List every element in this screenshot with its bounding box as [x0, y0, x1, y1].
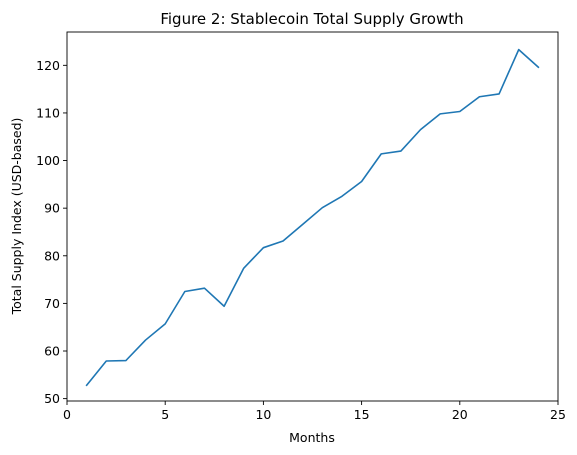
y-tick-label: 100 — [36, 153, 60, 168]
x-tick-label: 15 — [354, 407, 370, 422]
y-tick-label: 120 — [36, 58, 60, 73]
y-tick-label: 90 — [44, 201, 60, 216]
y-tick-label: 70 — [44, 296, 60, 311]
chart-title: Figure 2: Stablecoin Total Supply Growth — [160, 10, 463, 28]
x-tick-label: 25 — [550, 407, 566, 422]
y-tick-label: 60 — [44, 344, 60, 359]
y-tick-label: 50 — [44, 391, 60, 406]
series-line — [85, 48, 540, 387]
x-tick-label: 0 — [63, 407, 71, 422]
y-axis-title: Total Supply Index (USD-based) — [9, 118, 24, 316]
plot-frame — [66, 31, 559, 402]
y-tick-label: 110 — [36, 105, 60, 120]
x-tick-label: 10 — [255, 407, 271, 422]
x-tick-label: 20 — [452, 407, 468, 422]
y-tick-label: 80 — [44, 248, 60, 263]
x-axis-title: Months — [289, 430, 335, 445]
x-tick-label: 5 — [161, 407, 169, 422]
